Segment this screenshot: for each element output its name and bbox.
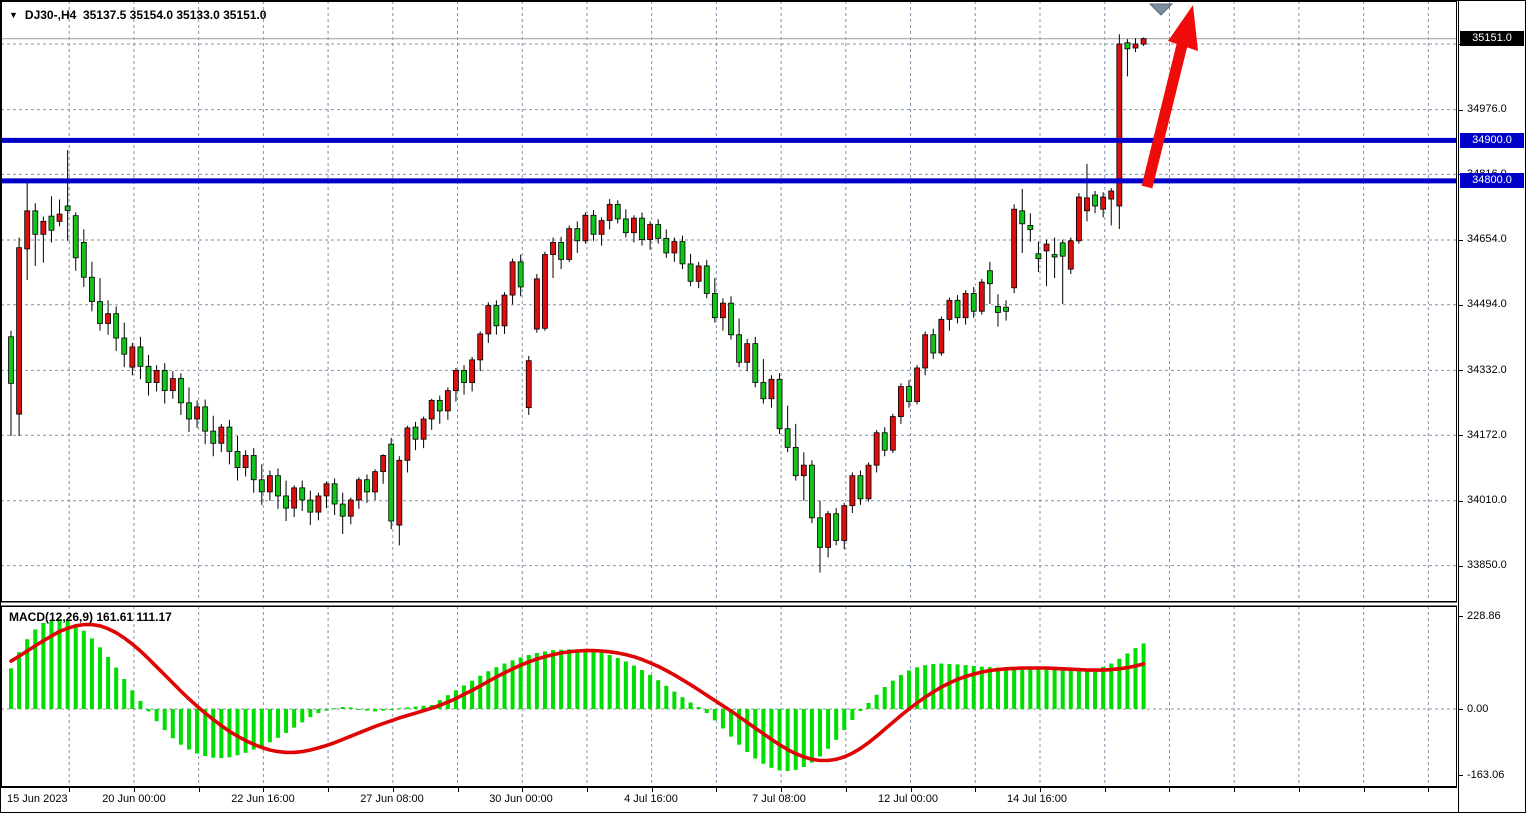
macd-histogram [9, 618, 1146, 772]
macd-signal-line [9, 622, 1146, 763]
time-tick-mark [1298, 788, 1300, 792]
pane-separator[interactable] [1, 602, 1457, 606]
time-tick-mark [1169, 788, 1171, 792]
time-tick-mark [263, 788, 265, 792]
time-tick-mark [586, 788, 588, 792]
price-axis[interactable]: 35138.034976.034816.034654.034494.034332… [1458, 1, 1525, 812]
symbol-dropdown-icon[interactable]: ▼ [9, 10, 18, 20]
time-tick-mark [1040, 788, 1041, 792]
price-tick-label: 34654.0 [1467, 233, 1507, 246]
time-axis-label: 15 Jun 2023 [7, 793, 68, 805]
time-tick-mark [1104, 788, 1106, 792]
price-chart-canvas[interactable] [1, 1, 1457, 602]
time-tick-mark [651, 788, 653, 792]
time-tick-mark [1234, 788, 1236, 792]
axis-tick-mark [1459, 500, 1463, 502]
price-tick-label: 34976.0 [1467, 103, 1507, 116]
symbol-timeframe-label: DJ30-,H4 [24, 8, 77, 22]
time-tick-mark [716, 788, 718, 792]
time-tick-mark [328, 788, 330, 792]
time-tick-mark [1363, 788, 1365, 792]
axis-tick-mark [1459, 304, 1463, 306]
axis-tick-mark [1459, 709, 1463, 710]
axis-tick-mark [1459, 435, 1463, 437]
time-axis-label: 27 Jun 08:00 [360, 793, 424, 805]
trend-arrow[interactable] [1141, 5, 1198, 189]
chart-title: ▼ DJ30-,H4 35137.5 35154.0 35133.0 35151.… [9, 8, 266, 22]
time-axis[interactable]: 15 Jun 2023 20 Jun 00:00 22 Jun 16:00 27 Ju… [1, 787, 1457, 812]
hline-price-badge: 34800.0 [1460, 173, 1524, 189]
time-axis-label: 7 Jul 08:00 [752, 793, 806, 805]
price-tick-label: 34332.0 [1467, 363, 1507, 376]
axis-tick-mark [1459, 775, 1463, 777]
time-tick-mark [845, 788, 847, 792]
time-tick-mark [522, 788, 524, 792]
macd-indicator-canvas[interactable] [1, 606, 1457, 787]
macd-tick-label: 228.86 [1467, 609, 1501, 622]
time-axis-label: 4 Jul 16:00 [624, 793, 678, 805]
time-tick-mark [910, 788, 912, 792]
time-tick-mark [781, 788, 783, 792]
macd-indicator-label: MACD(12,26,9) 161.61 111.17 [9, 610, 172, 624]
time-tick-mark [198, 788, 200, 792]
axis-tick-mark [1459, 109, 1463, 111]
macd-tick-label: -163.06 [1467, 768, 1505, 781]
price-tick-label: 34494.0 [1467, 298, 1507, 311]
time-axis-label: 30 Jun 00:00 [489, 793, 553, 805]
time-tick-mark [975, 788, 977, 792]
hline-price-badge: 34900.0 [1460, 132, 1524, 148]
time-tick-mark [457, 788, 459, 792]
time-tick-mark [392, 788, 394, 792]
price-tick-label: 34010.0 [1467, 494, 1507, 507]
axis-tick-mark [1459, 616, 1463, 618]
time-axis-label: 22 Jun 16:00 [231, 793, 295, 805]
chart-marker-triangle-icon[interactable] [1148, 3, 1174, 16]
time-tick-mark [1428, 788, 1430, 792]
price-tick-label: 34172.0 [1467, 428, 1507, 441]
time-axis-label: 12 Jul 00:00 [878, 793, 938, 805]
price-tick-label: 33850.0 [1467, 559, 1507, 572]
axis-tick-mark [1459, 565, 1463, 567]
axis-tick-mark [1459, 239, 1463, 241]
time-axis-label: 14 Jul 16:00 [1007, 793, 1067, 805]
macd-name: MACD(12,26,9) [9, 610, 94, 624]
time-tick-mark [69, 788, 71, 792]
candles [8, 34, 1147, 573]
axis-tick-mark [1459, 370, 1463, 372]
time-tick-mark [133, 788, 135, 792]
macd-tick-label: 0.00 [1467, 702, 1489, 715]
time-axis-label: 20 Jun 00:00 [102, 793, 166, 805]
current-price-badge: 35151.0 [1460, 31, 1524, 47]
ohlc-quote-label: 35137.5 35154.0 35133.0 35151.0 [82, 8, 267, 22]
macd-values: 161.61 111.17 [96, 610, 172, 624]
